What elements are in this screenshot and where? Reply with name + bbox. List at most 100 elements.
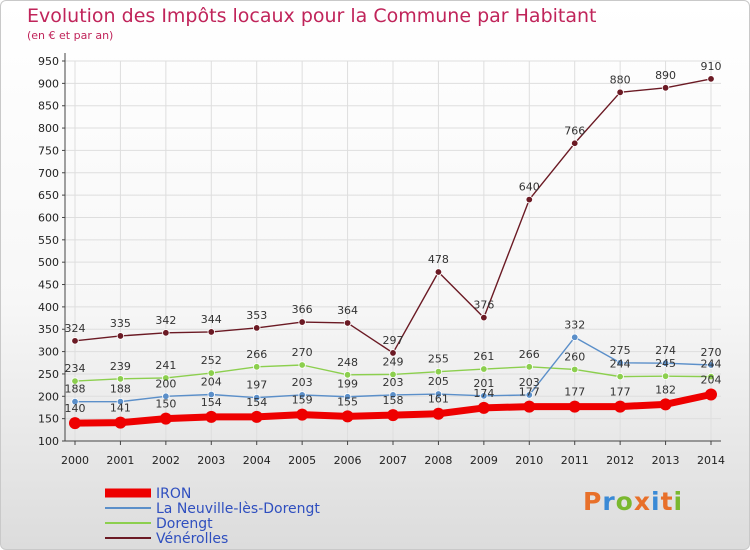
x-tick-label: 2007 [379, 454, 407, 467]
data-label-dorengt: 261 [473, 350, 494, 363]
y-tick-label: 400 [38, 301, 59, 314]
data-label-iron: 177 [610, 386, 631, 399]
data-point-la-neuville-les-dorengt [207, 390, 215, 399]
data-label-iron: 159 [292, 394, 313, 407]
data-label-iron: 141 [110, 402, 131, 415]
data-point-dorengt [162, 374, 170, 382]
data-point-dorengt [707, 372, 715, 381]
data-label-iron: 161 [428, 393, 449, 406]
data-point-venerolles [707, 75, 715, 83]
data-label-dorengt: 266 [519, 348, 540, 361]
y-tick-label: 350 [38, 323, 59, 336]
data-label-venerolles: 766 [564, 124, 585, 137]
logo-letter: o [615, 487, 634, 516]
y-tick-label: 700 [38, 167, 59, 180]
data-point-la-neuville-les-dorengt [389, 391, 397, 399]
x-tick-label: 2010 [515, 454, 543, 467]
data-point-venerolles [389, 349, 397, 357]
data-point-la-neuville-les-dorengt [480, 392, 488, 400]
data-label-la-neuville-les-dorengt: 188 [110, 383, 131, 396]
data-label-venerolles: 364 [337, 304, 358, 317]
legend-label-venerolles: Vénérolles [156, 531, 228, 547]
data-point-la-neuville-les-dorengt [434, 390, 443, 398]
data-label-la-neuville-les-dorengt: 199 [337, 378, 358, 391]
data-label-la-neuville-les-dorengt: 205 [428, 375, 449, 388]
data-point-dorengt [343, 371, 352, 379]
data-point-iron [614, 400, 627, 413]
data-label-dorengt: 241 [155, 359, 176, 372]
y-tick-label: 600 [38, 211, 59, 224]
data-label-dorengt: 255 [428, 353, 449, 366]
data-point-venerolles [71, 337, 79, 345]
data-point-iron [568, 400, 581, 413]
data-point-venerolles [207, 328, 215, 336]
data-label-la-neuville-les-dorengt: 197 [246, 379, 267, 392]
data-point-iron [69, 417, 81, 430]
x-tick-label: 2014 [697, 454, 725, 467]
y-tick-label: 750 [38, 144, 59, 157]
data-label-la-neuville-les-dorengt: 203 [519, 376, 540, 389]
data-label-la-neuville-les-dorengt: 201 [473, 377, 494, 390]
y-tick-label: 850 [38, 100, 59, 113]
data-point-iron [159, 412, 172, 425]
data-label-dorengt: 252 [201, 354, 222, 367]
data-point-iron [432, 407, 445, 420]
data-point-la-neuville-les-dorengt [616, 359, 624, 367]
data-point-la-neuville-les-dorengt [298, 391, 306, 399]
data-point-dorengt [434, 368, 443, 376]
data-point-iron [705, 388, 717, 401]
x-tick-label: 2004 [243, 454, 271, 467]
data-point-venerolles [162, 329, 170, 337]
data-label-venerolles: 342 [155, 314, 176, 327]
data-label-iron: 154 [201, 396, 222, 409]
data-label-la-neuville-les-dorengt: 188 [65, 383, 86, 396]
data-point-la-neuville-les-dorengt [661, 359, 670, 367]
y-tick-label: 800 [38, 122, 59, 135]
logo-letter: t [660, 487, 674, 516]
data-point-iron [477, 401, 490, 414]
data-label-venerolles: 880 [610, 73, 631, 86]
data-point-venerolles [116, 332, 125, 340]
data-point-venerolles [253, 324, 261, 332]
logo-letter: P [583, 487, 603, 516]
data-point-la-neuville-les-dorengt [253, 393, 261, 402]
data-point-venerolles [616, 88, 624, 96]
data-point-venerolles [661, 84, 670, 92]
y-tick-label: 100 [38, 435, 59, 448]
data-point-dorengt [298, 361, 306, 369]
data-point-dorengt [480, 365, 488, 373]
x-tick-label: 2008 [424, 454, 452, 467]
data-point-iron [250, 410, 263, 423]
data-label-venerolles: 366 [292, 303, 313, 316]
data-label-iron: 174 [473, 387, 494, 400]
data-label-dorengt: 234 [65, 362, 86, 375]
data-point-la-neuville-les-dorengt [707, 361, 715, 369]
data-point-la-neuville-les-dorengt [525, 391, 533, 399]
data-label-iron: 155 [337, 395, 358, 408]
x-tick-label: 2011 [561, 454, 589, 467]
legend-label-dorengt: Dorengt [156, 516, 213, 532]
data-label-venerolles: 910 [701, 60, 722, 73]
data-label-iron: 140 [65, 402, 86, 415]
y-tick-label: 900 [38, 77, 59, 90]
data-point-la-neuville-les-dorengt [116, 397, 125, 406]
data-label-la-neuville-les-dorengt: 200 [155, 377, 176, 390]
data-label-venerolles: 335 [110, 317, 131, 330]
data-point-venerolles [434, 268, 443, 276]
data-label-venerolles: 353 [246, 309, 267, 322]
y-tick-label: 550 [38, 234, 59, 247]
data-label-iron: 177 [564, 386, 585, 399]
chart-title: Evolution des Impôts locaux pour la Comm… [27, 5, 597, 27]
logo-letter: i [651, 487, 661, 516]
data-point-iron [387, 409, 399, 422]
x-tick-label: 2003 [197, 454, 225, 467]
data-point-iron [296, 408, 309, 421]
data-label-iron: 204 [701, 374, 722, 387]
data-label-iron: 158 [383, 394, 404, 407]
data-point-venerolles [298, 318, 306, 326]
x-tick-label: 2002 [152, 454, 180, 467]
data-label-venerolles: 376 [473, 299, 494, 312]
